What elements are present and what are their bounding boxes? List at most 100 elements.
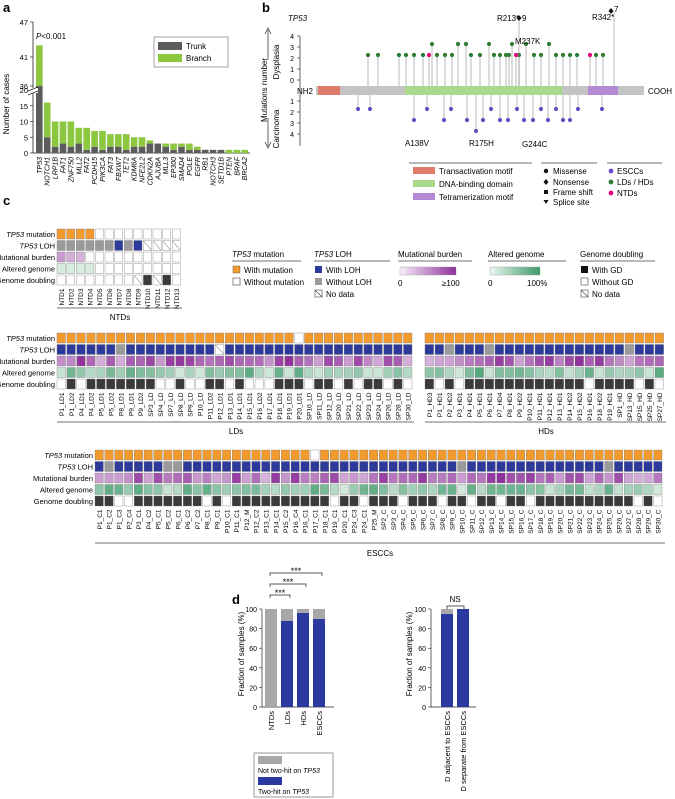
heatmap-cell [106, 378, 116, 390]
heatmap-cell [330, 449, 339, 461]
heatmap-cell [271, 472, 280, 484]
heatmap-cell [126, 332, 135, 344]
heatmap-cell [467, 449, 476, 461]
heatmap-cell [373, 378, 383, 390]
sample-label: P6_C2 [185, 509, 192, 529]
heatmap-cell [653, 472, 663, 484]
heatmap-cell [95, 274, 104, 286]
heatmap-cell [454, 367, 464, 378]
heatmap-cell [624, 449, 633, 461]
mutation-point-dysplasia [477, 52, 483, 58]
sample-label: P24_C1 [362, 509, 369, 533]
heatmap-cell [205, 332, 215, 344]
heatmap-cell [363, 367, 373, 378]
heatmap-cell [162, 251, 171, 263]
heatmap-cell [534, 355, 544, 367]
bar-branch-FAT2 [83, 127, 90, 150]
heatmap-cell [225, 332, 234, 344]
sample-label: P20_C1 [342, 509, 349, 533]
heatmap-cell [504, 355, 514, 367]
sample-label: SP14_C [499, 509, 506, 534]
sample-label: SP28_C [636, 509, 643, 534]
heatmap-cell [434, 344, 444, 355]
bar-trunk-FAT2 [83, 149, 90, 153]
heatmap-cell [222, 449, 231, 461]
panel-b-letter: b [262, 0, 270, 15]
heatmap-cell [343, 367, 353, 378]
legend-two-hit-gene: TP53 [292, 789, 309, 796]
sample-label: P13_HD1 [557, 392, 564, 421]
legend-splice: Splice site [553, 198, 590, 207]
heatmap-cell [163, 449, 173, 461]
heatmap-cell [173, 484, 182, 495]
mutation-point-carcinoma [545, 117, 551, 123]
heatmap-cell [634, 355, 644, 367]
category-label: ESCCs [315, 711, 324, 736]
heatmap-cell [126, 355, 135, 367]
heatmap-cell [152, 251, 162, 263]
legend-without-mut: Without mutation [244, 278, 304, 287]
legend-ld-hd: LDs / HDs [617, 178, 653, 187]
heatmap-cell [393, 344, 403, 355]
up-arrow-head [264, 27, 272, 35]
heatmap-cell [434, 378, 444, 390]
heatmap-cell [284, 367, 294, 378]
heatmap-cell [205, 344, 215, 355]
bar-trunk-NFE2L2 [138, 146, 146, 153]
mutation-point-carcinoma [521, 117, 527, 123]
heatmap-cell [205, 355, 215, 367]
heatmap-cell [565, 472, 574, 484]
heatmap-cell [516, 461, 525, 472]
heatmap-cell [484, 332, 494, 344]
heatmap-cell [251, 449, 261, 461]
heatmap-cell [300, 461, 310, 472]
heatmap-cell [594, 461, 604, 472]
heatmap-cell [428, 472, 437, 484]
bar-trunk-MLL3 [162, 146, 169, 153]
heatmap-cell [95, 240, 104, 251]
heatmap-cell [369, 449, 378, 461]
mutation-point-carcinoma [497, 117, 503, 123]
heatmap-cell [155, 355, 165, 367]
heatmap-cell [457, 484, 467, 495]
mutation-point-carcinoma [441, 117, 447, 123]
sample-label: SP7_C [430, 509, 437, 530]
heatmap-cell [185, 332, 195, 344]
sample-label: NTD7 [116, 288, 123, 305]
heatmap-cell [584, 367, 594, 378]
bar-branch-PIK3CA [99, 130, 106, 150]
heatmap-cell [418, 449, 427, 461]
no-data-hatch [172, 240, 181, 251]
heatmap-cell [444, 355, 454, 367]
heatmap-cell [624, 344, 634, 355]
category-label-BRCA2: BRCA2 [242, 157, 249, 180]
heatmap-cell [359, 495, 369, 507]
heatmap-cell [264, 344, 274, 355]
heatmap-cell [320, 461, 329, 472]
heatmap-cell [454, 332, 464, 344]
heatmap-cell [116, 344, 126, 355]
heatmap-cell [484, 378, 494, 390]
heatmap-cell [494, 344, 504, 355]
bar-branch-POLE [186, 143, 193, 150]
legend-not-two-hit-text: Not two-hit on [258, 768, 303, 775]
tick-label: 20 [20, 86, 28, 95]
heatmap-cell [504, 344, 514, 355]
heatmap-cell [175, 378, 185, 390]
category-label-RB1: RB1 [203, 157, 210, 171]
escc-dot-icon [608, 168, 614, 174]
heatmap-cell [653, 449, 663, 461]
sample-label: SP15_C [509, 509, 516, 534]
heatmap-cell [534, 344, 544, 355]
heatmap-cell [175, 355, 185, 367]
sample-label: SP22_C [577, 509, 584, 534]
heatmap-cell [624, 484, 633, 495]
bar-branch-FAT1 [59, 121, 67, 144]
heatmap-cell [428, 484, 437, 495]
heatmap-cell [594, 495, 604, 507]
heatmap-cell [232, 484, 241, 495]
no-data-hatch [314, 289, 323, 298]
heatmap-cell [153, 461, 163, 472]
heatmap-cell [403, 355, 413, 367]
heatmap-cell [133, 228, 143, 240]
